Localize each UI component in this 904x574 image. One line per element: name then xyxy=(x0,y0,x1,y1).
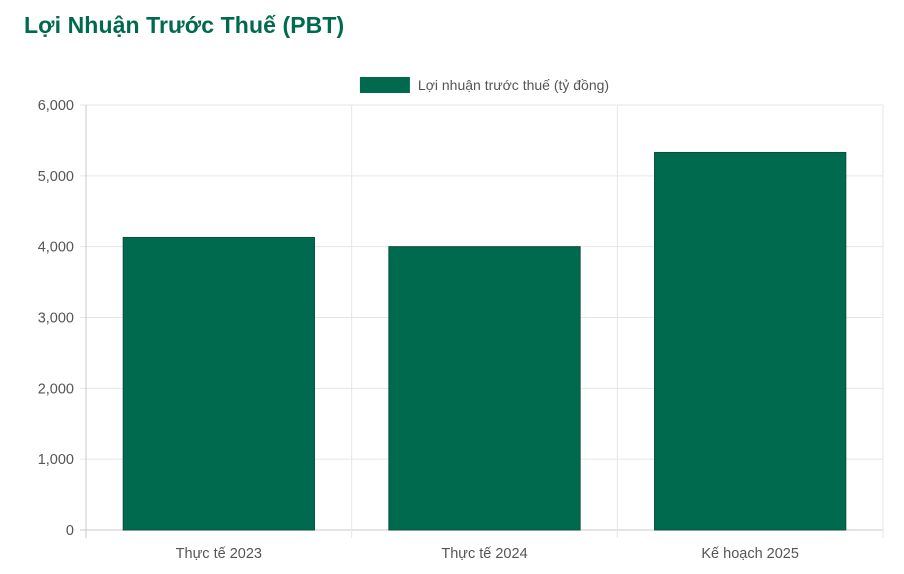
x-tick-label: Thực tế 2023 xyxy=(176,546,262,562)
x-tick-label: Thực tế 2024 xyxy=(441,546,527,562)
legend-swatch[interactable] xyxy=(359,77,410,93)
y-tick-label: 1,000 xyxy=(38,452,74,468)
chart-title: Lợi Nhuận Trước Thuế (PBT) xyxy=(24,12,345,38)
bars xyxy=(122,151,847,531)
legend-label[interactable]: Lợi nhuận trước thuế (tỷ đồng) xyxy=(418,77,609,93)
y-tick-label: 5,000 xyxy=(38,169,74,185)
y-tick-label: 2,000 xyxy=(38,381,74,397)
legend[interactable]: Lợi nhuận trước thuế (tỷ đồng) xyxy=(359,77,609,93)
y-tick-label: 3,000 xyxy=(38,311,74,327)
y-axis: 0 1,000 2,000 3,000 4,000 5,000 6,000 xyxy=(38,98,74,539)
bar[interactable] xyxy=(122,236,315,531)
x-axis: Thực tế 2023 Thực tế 2024 Kế hoạch 2025 xyxy=(176,546,799,562)
x-tick-label: Kế hoạch 2025 xyxy=(701,546,799,562)
y-tick-label: 6,000 xyxy=(38,98,74,114)
bar[interactable] xyxy=(654,151,847,531)
bar[interactable] xyxy=(388,246,581,531)
y-tick-label: 4,000 xyxy=(38,240,74,256)
y-tick-label: 0 xyxy=(66,523,74,539)
